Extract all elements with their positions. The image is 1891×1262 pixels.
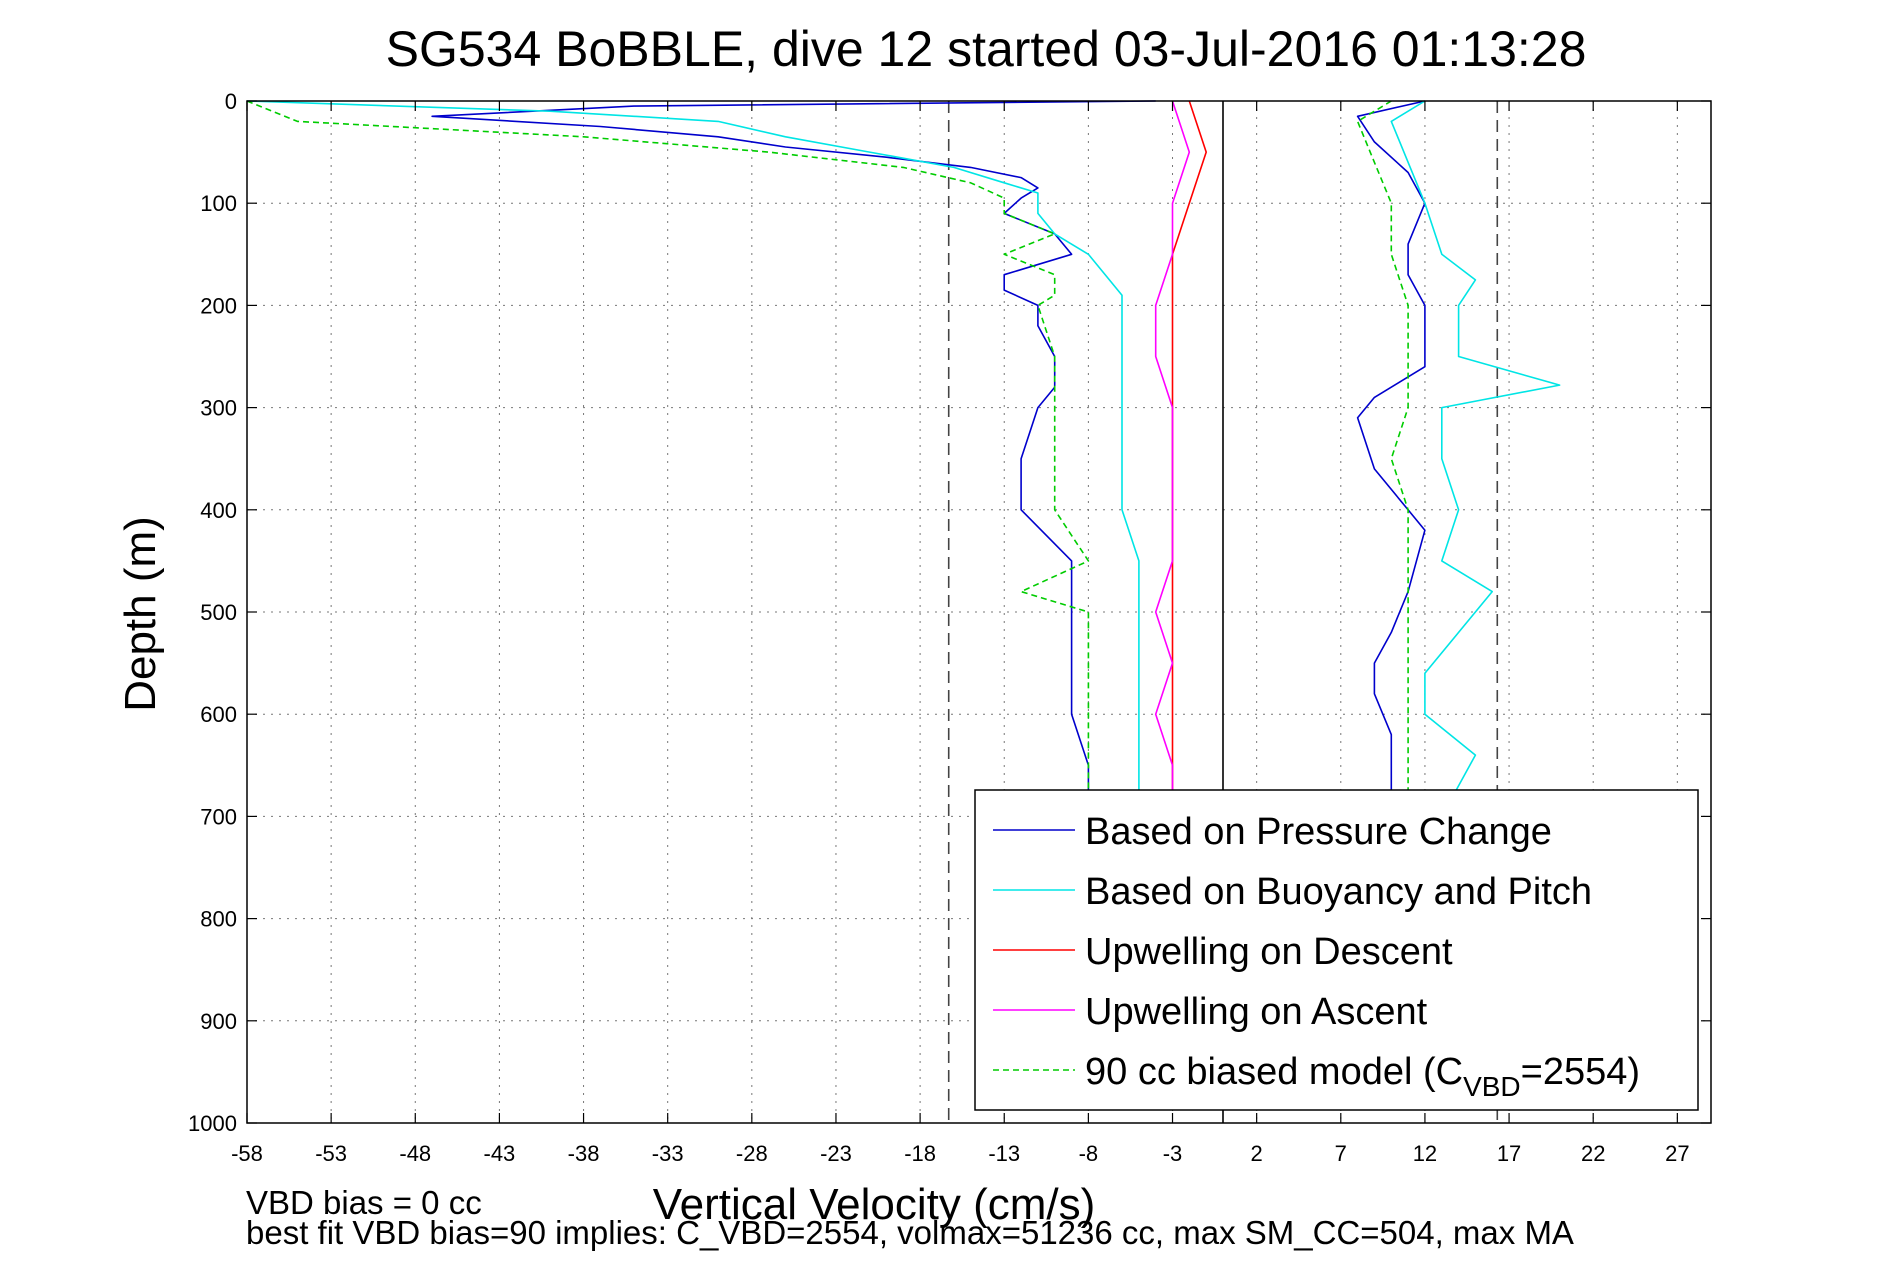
y-tick-label: 0 [225,89,237,114]
y-tick-label: 1000 [188,1111,237,1136]
x-tick-label: -33 [652,1141,684,1166]
y-tick-label: 500 [200,600,237,625]
legend-label: Upwelling on Ascent [1085,991,1428,1033]
x-tick-label: -23 [820,1141,852,1166]
x-tick-label: 7 [1335,1141,1347,1166]
series-line [1390,100,1561,817]
legend: Based on Pressure Change Based on Buoyanc… [974,789,1699,1111]
legend-label: Upwelling on Descent [1085,931,1453,973]
y-tick-label: 600 [200,702,237,727]
y-tick-label: 900 [200,1009,237,1034]
y-tick-label: 700 [200,804,237,829]
y-axis-label: Depth (m) [116,516,165,712]
x-tick-label: 12 [1413,1141,1437,1166]
x-axis-label: Vertical Velocity (cm/s) [653,1180,1096,1229]
annotation-vbd-bias: VBD bias = 0 cc [246,1184,482,1221]
series-line [1356,100,1426,817]
annotation-best-fit: best fit VBD bias=90 implies: C_VBD=2554… [246,1214,1574,1251]
series-line [1154,100,1191,817]
y-tick-label: 300 [200,396,237,421]
x-tick-label: -3 [1163,1141,1183,1166]
series-line [1356,100,1409,817]
x-tick-label: -43 [484,1141,516,1166]
x-tick-label: -13 [988,1141,1020,1166]
x-tick-label: 27 [1665,1141,1689,1166]
series-line [246,100,1140,817]
series-layer [246,100,1561,817]
series-line [1171,100,1207,817]
x-tick-label: -8 [1079,1141,1099,1166]
x-tick-label: -38 [568,1141,600,1166]
legend-box [974,789,1699,1111]
y-tick-label: 200 [200,293,237,318]
y-tick-label: 100 [200,191,237,216]
chart-title: SG534 BoBBLE, dive 12 started 03-Jul-201… [386,21,1587,77]
legend-label: Based on Pressure Change [1085,811,1552,853]
y-axis-ticks: 0 100 200 300 400 500 600 700 800 900 1000 [188,89,1711,1136]
x-tick-label: 22 [1581,1141,1605,1166]
x-tick-label: -28 [736,1141,768,1166]
x-tick-label: 2 [1251,1141,1263,1166]
x-tick-label: -58 [231,1141,263,1166]
series-line [431,100,1156,817]
x-tick-label: 17 [1497,1141,1521,1166]
y-tick-label: 800 [200,907,237,932]
x-tick-label: -53 [315,1141,347,1166]
y-tick-label: 400 [200,498,237,523]
x-axis-ticks: -58 -53 -48 -43 -38 -33 -28 -23 -18 -13 -8 -3 2 7 12 17… [231,101,1690,1166]
legend-label: Based on Buoyancy and Pitch [1085,871,1592,913]
x-tick-label: -18 [904,1141,936,1166]
x-tick-label: -48 [399,1141,431,1166]
